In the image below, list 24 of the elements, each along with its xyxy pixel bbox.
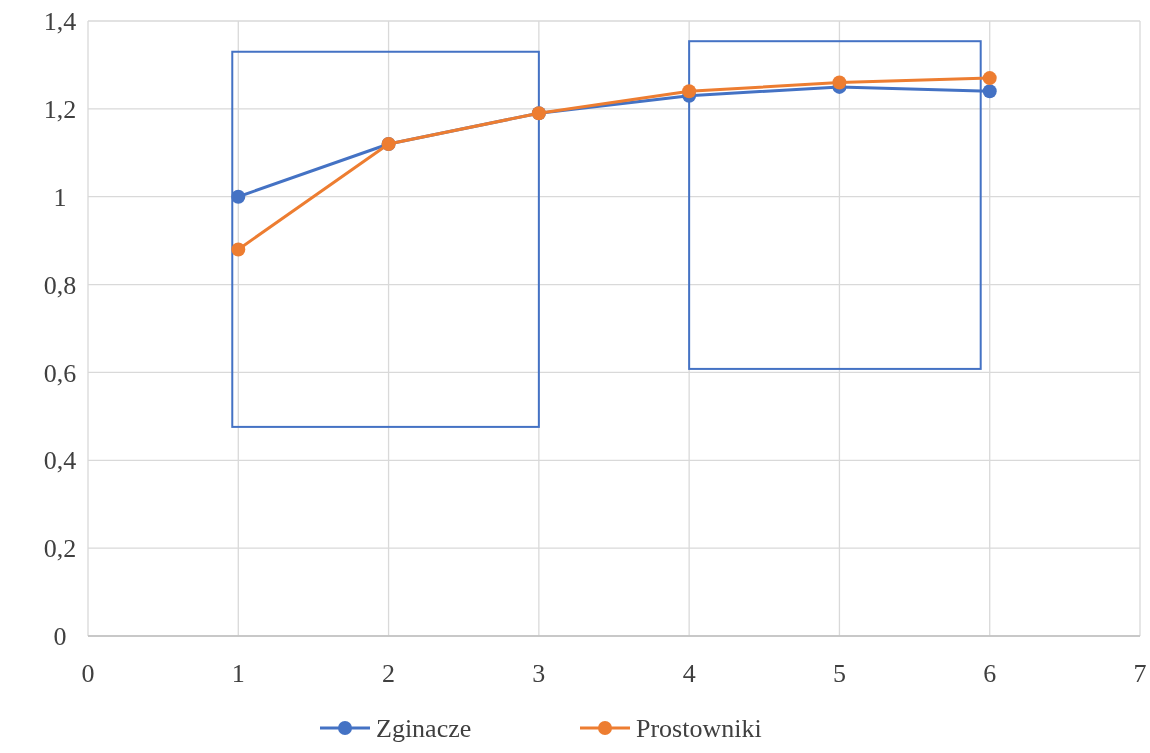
y-tick-label: 1,2 [43, 94, 77, 124]
y-tick-label: 0,4 [43, 446, 77, 476]
y-tick-label: 0,2 [43, 534, 77, 564]
x-tick-label: 3 [532, 659, 546, 688]
legend-label: Prostowniki [636, 714, 762, 743]
y-tick-label: 1 [53, 182, 67, 212]
point [231, 189, 246, 204]
y-tick-label: 0,8 [43, 270, 77, 300]
x-tick-label: 0 [81, 659, 95, 688]
x-tick-label: 1 [231, 659, 245, 688]
point [832, 75, 847, 90]
x-tick-label: 4 [682, 659, 696, 688]
point [982, 84, 997, 99]
y-tick-label: 0,6 [43, 358, 77, 388]
x-tick-label: 2 [382, 659, 396, 688]
x-tick-label: 5 [832, 659, 846, 688]
point [231, 242, 246, 257]
y-tick-label: 1,4 [43, 7, 77, 37]
x-tick-label: 7 [1133, 659, 1147, 688]
legend-label: Zginacze [376, 714, 472, 743]
x-tick-label: 6 [983, 659, 997, 688]
point [982, 71, 997, 86]
y-tick-label: 0 [53, 622, 67, 652]
point [682, 84, 697, 99]
